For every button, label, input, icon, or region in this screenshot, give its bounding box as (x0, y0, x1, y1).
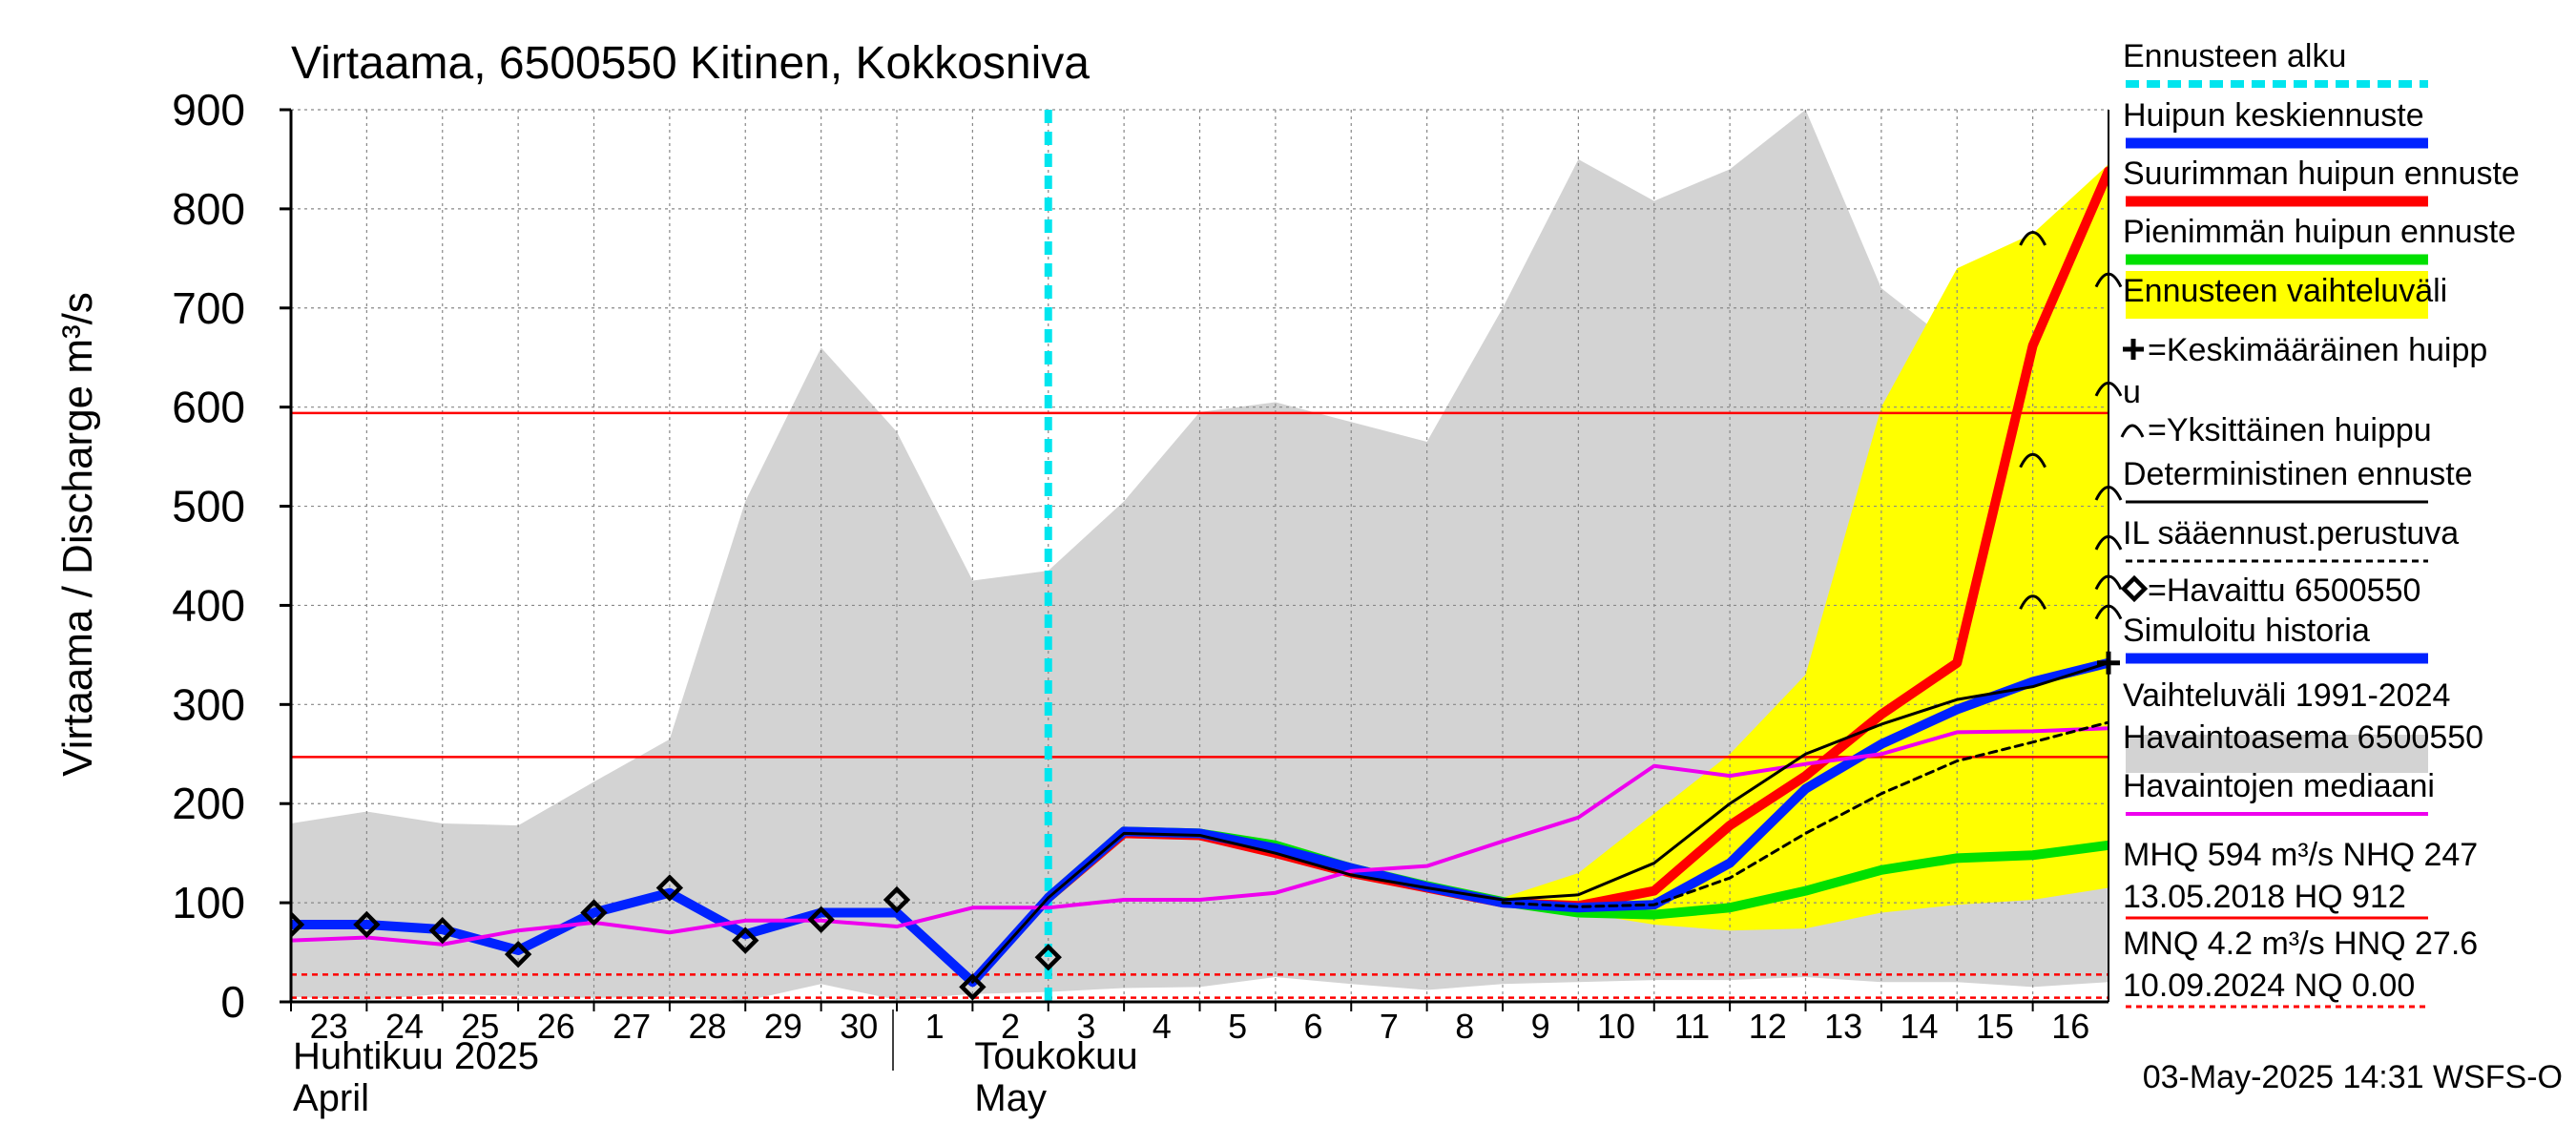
x-tick-label: 3 (1076, 1007, 1095, 1046)
observed-point (291, 910, 305, 939)
single-peak-marker (2019, 594, 2046, 610)
x-tick-label: 9 (1531, 1007, 1550, 1046)
legend-label-line2: u (2123, 374, 2141, 410)
legend-label: Pienimmän huipun ennuste (2123, 214, 2516, 250)
y-tick-label: 600 (172, 383, 245, 432)
legend-label-line2: Havaintoasema 6500550 (2123, 719, 2483, 756)
x-tick-label: 24 (385, 1007, 424, 1046)
y-tick-label: 800 (172, 184, 245, 234)
x-tick-label: 5 (1228, 1007, 1247, 1046)
observed-point (504, 940, 532, 968)
legend-label: Vaihteluväli 1991-2024 (2123, 677, 2450, 714)
series-line-6 (970, 896, 1050, 984)
footer-timestamp: 03-May-2025 14:31 WSFS-O (2143, 1059, 2563, 1095)
observed-point (732, 926, 759, 954)
legend-swatch (2126, 271, 2428, 319)
legend-label: =Havaittu 6500550 (2148, 572, 2420, 609)
legend-label: Suurimman huipun ennuste (2123, 156, 2520, 192)
legend-label: Havaintojen mediaani (2123, 768, 2435, 804)
x-tick-label: 6 (1304, 1007, 1323, 1046)
month-label-en: April (293, 1077, 369, 1119)
y-tick-label: 900 (172, 85, 245, 135)
x-tick-label: 27 (613, 1007, 651, 1046)
x-tick-label: 28 (689, 1007, 727, 1046)
y-tick-label: 700 (172, 283, 245, 333)
x-tick-label: 26 (537, 1007, 575, 1046)
series-line-2 (291, 657, 2109, 988)
observed-point (655, 874, 684, 902)
single-peak-marker (2019, 231, 2046, 246)
legend-swatch (2123, 339, 2144, 360)
x-tick-label: 2 (1001, 1007, 1020, 1046)
observed-point (959, 973, 987, 1001)
legend-label: MHQ 594 m³/s NHQ 247 (2123, 837, 2478, 873)
y-tick-label: 100 (172, 878, 245, 927)
plot-layers (291, 109, 2109, 1003)
legend: Ennusteen alku Huipun keskiennuste Suurimm… (2120, 38, 2520, 1009)
legend-label: MNQ 4.2 m³/s HNQ 27.6 (2123, 926, 2478, 962)
x-tick-label: 7 (1380, 1007, 1399, 1046)
month-label-fi: Huhtikuu 2025 (293, 1035, 539, 1077)
observed-point (883, 885, 911, 914)
observed-point (580, 899, 608, 926)
legend-label: Simuloitu historia (2123, 613, 2370, 649)
legend-label: Deterministinen ennuste (2123, 456, 2473, 492)
month-label-en: May (974, 1077, 1047, 1119)
legend-label: Huipun keskiennuste (2123, 97, 2424, 134)
x-tick-label: 23 (310, 1007, 348, 1046)
legend-swatch (2120, 424, 2145, 438)
legend-label: Ennusteen alku (2123, 38, 2346, 74)
legend-label: IL sääennust.perustuva (2123, 515, 2459, 552)
legend-swatch (2126, 735, 2428, 773)
x-tick-label: 25 (461, 1007, 499, 1046)
y-tick-label: 300 (172, 679, 245, 729)
x-tick-label: 30 (840, 1007, 878, 1046)
x-tick-label: 12 (1749, 1007, 1787, 1046)
chart-title: Virtaama, 6500550 Kitinen, Kokkosniva (291, 38, 1090, 89)
x-tick-label: 11 (1674, 1007, 1710, 1046)
observed-point (353, 910, 381, 939)
observed-point (807, 906, 835, 933)
legend-label: Ennusteen vaihteluväli (2123, 273, 2447, 309)
y-tick-label: 500 (172, 482, 245, 531)
legend-label: =Keskimääräinen huipp (2148, 332, 2487, 368)
x-tick-label: 29 (764, 1007, 802, 1046)
observed-point (1034, 944, 1062, 971)
x-tick-label: 15 (1976, 1007, 2014, 1046)
x-tick-label: 10 (1597, 1007, 1635, 1046)
month-label-fi: Toukokuu (974, 1035, 1137, 1077)
x-tick-label: 8 (1455, 1007, 1474, 1046)
legend-label-line2: 10.09.2024 NQ 0.00 (2123, 968, 2415, 1004)
x-tick-label: 4 (1153, 1007, 1172, 1046)
series-line-4 (1047, 661, 2109, 902)
y-tick-label: 200 (172, 779, 245, 828)
legend-swatch (2120, 574, 2149, 603)
x-tick-label: 16 (2051, 1007, 2089, 1046)
legend-label: =Yksittäinen huippu (2148, 412, 2432, 448)
single-peak-marker (2019, 452, 2046, 468)
x-tick-label: 13 (1824, 1007, 1862, 1046)
y-tick-label: 400 (172, 580, 245, 630)
observed-point (428, 917, 456, 945)
series-line-5 (1501, 720, 2109, 908)
legend-label-line2: 13.05.2018 HQ 912 (2123, 879, 2406, 915)
y-tick-label: 0 (220, 977, 245, 1027)
y-axis-label: Virtaama / Discharge m³/s (54, 292, 101, 777)
x-tick-label: 1 (925, 1007, 945, 1046)
x-tick-label: 14 (1901, 1007, 1939, 1046)
